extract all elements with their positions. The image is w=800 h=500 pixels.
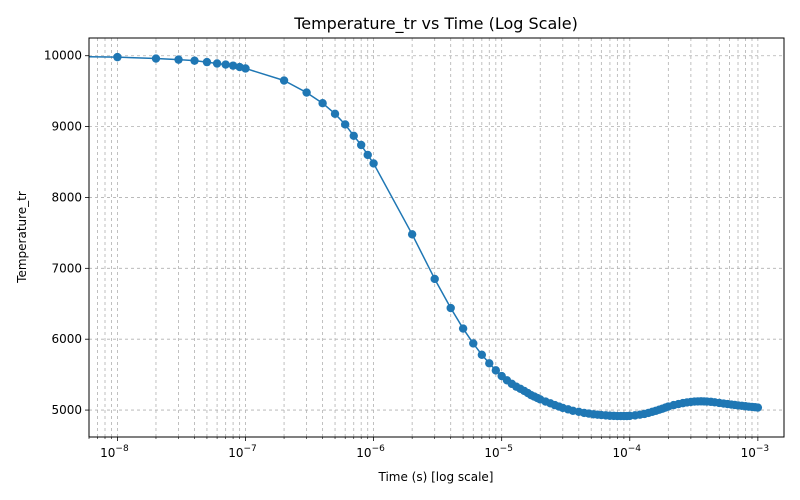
x-tick-label-exponent: −6 [372, 444, 386, 454]
data-point [407, 230, 417, 239]
x-tick-label-base: 10 [100, 446, 115, 460]
data-point [485, 359, 494, 368]
y-tick-label: 7000 [51, 261, 82, 275]
data-point [241, 64, 250, 73]
data-point [753, 403, 763, 412]
y-tick-label: 9000 [51, 120, 82, 134]
x-tick-label-exponent: −7 [244, 444, 257, 454]
data-point [446, 303, 455, 313]
x-tick-label-exponent: −3 [756, 444, 769, 454]
x-tick-label-exponent: −5 [500, 444, 513, 454]
x-tick-label: 10−5 [484, 444, 513, 460]
chart-title: Temperature_tr vs Time (Log Scale) [293, 14, 578, 34]
data-point [469, 339, 478, 348]
x-tick-label: 10−7 [228, 444, 257, 460]
data-point [190, 56, 199, 65]
x-tick-label: 10−6 [356, 444, 385, 460]
data-point [491, 366, 501, 375]
x-tick-label: 10−4 [612, 444, 641, 460]
x-tick-label-base: 10 [484, 446, 499, 460]
data-point [430, 274, 439, 284]
data-point [330, 109, 340, 119]
y-tick-label: 8000 [51, 190, 82, 204]
data-point [349, 131, 358, 140]
y-tick-label: 5000 [51, 403, 82, 417]
data-point [212, 59, 222, 68]
data-point [318, 99, 327, 108]
data-point [302, 88, 311, 97]
data-point [151, 54, 161, 63]
plot-area-frame [88, 37, 785, 438]
data-point [369, 159, 378, 168]
data-point [340, 120, 350, 129]
data-point [202, 57, 212, 67]
x-tick-label-exponent: −4 [628, 444, 642, 454]
grid [88, 38, 784, 437]
x-tick-label-exponent: −8 [115, 444, 129, 454]
y-tick-label: 10000 [44, 49, 82, 63]
x-tick-label-base: 10 [612, 446, 627, 460]
data-point [279, 76, 289, 85]
y-axis-label: Temperature_tr [15, 191, 29, 284]
x-tick-label-base: 10 [741, 446, 756, 460]
x-tick-label: 10−8 [100, 444, 129, 460]
x-tick-label: 10−3 [741, 444, 770, 460]
y-tick-label: 6000 [51, 332, 82, 346]
data-point [356, 140, 366, 150]
data-point [174, 55, 183, 64]
data-point [458, 324, 468, 333]
data-point [477, 350, 487, 359]
data-point [221, 60, 230, 69]
data-point [113, 52, 122, 62]
x-tick-label-base: 10 [356, 446, 371, 460]
data-point [363, 150, 372, 160]
x-tick-label-base: 10 [228, 446, 243, 460]
tick-layer: 10−8 10−7 10−6 10−5 10−4 10−35000600070008000… [44, 49, 769, 460]
x-axis-label: Time (s) [log scale] [377, 470, 493, 484]
series-layer [88, 52, 763, 421]
data-point [228, 61, 238, 70]
